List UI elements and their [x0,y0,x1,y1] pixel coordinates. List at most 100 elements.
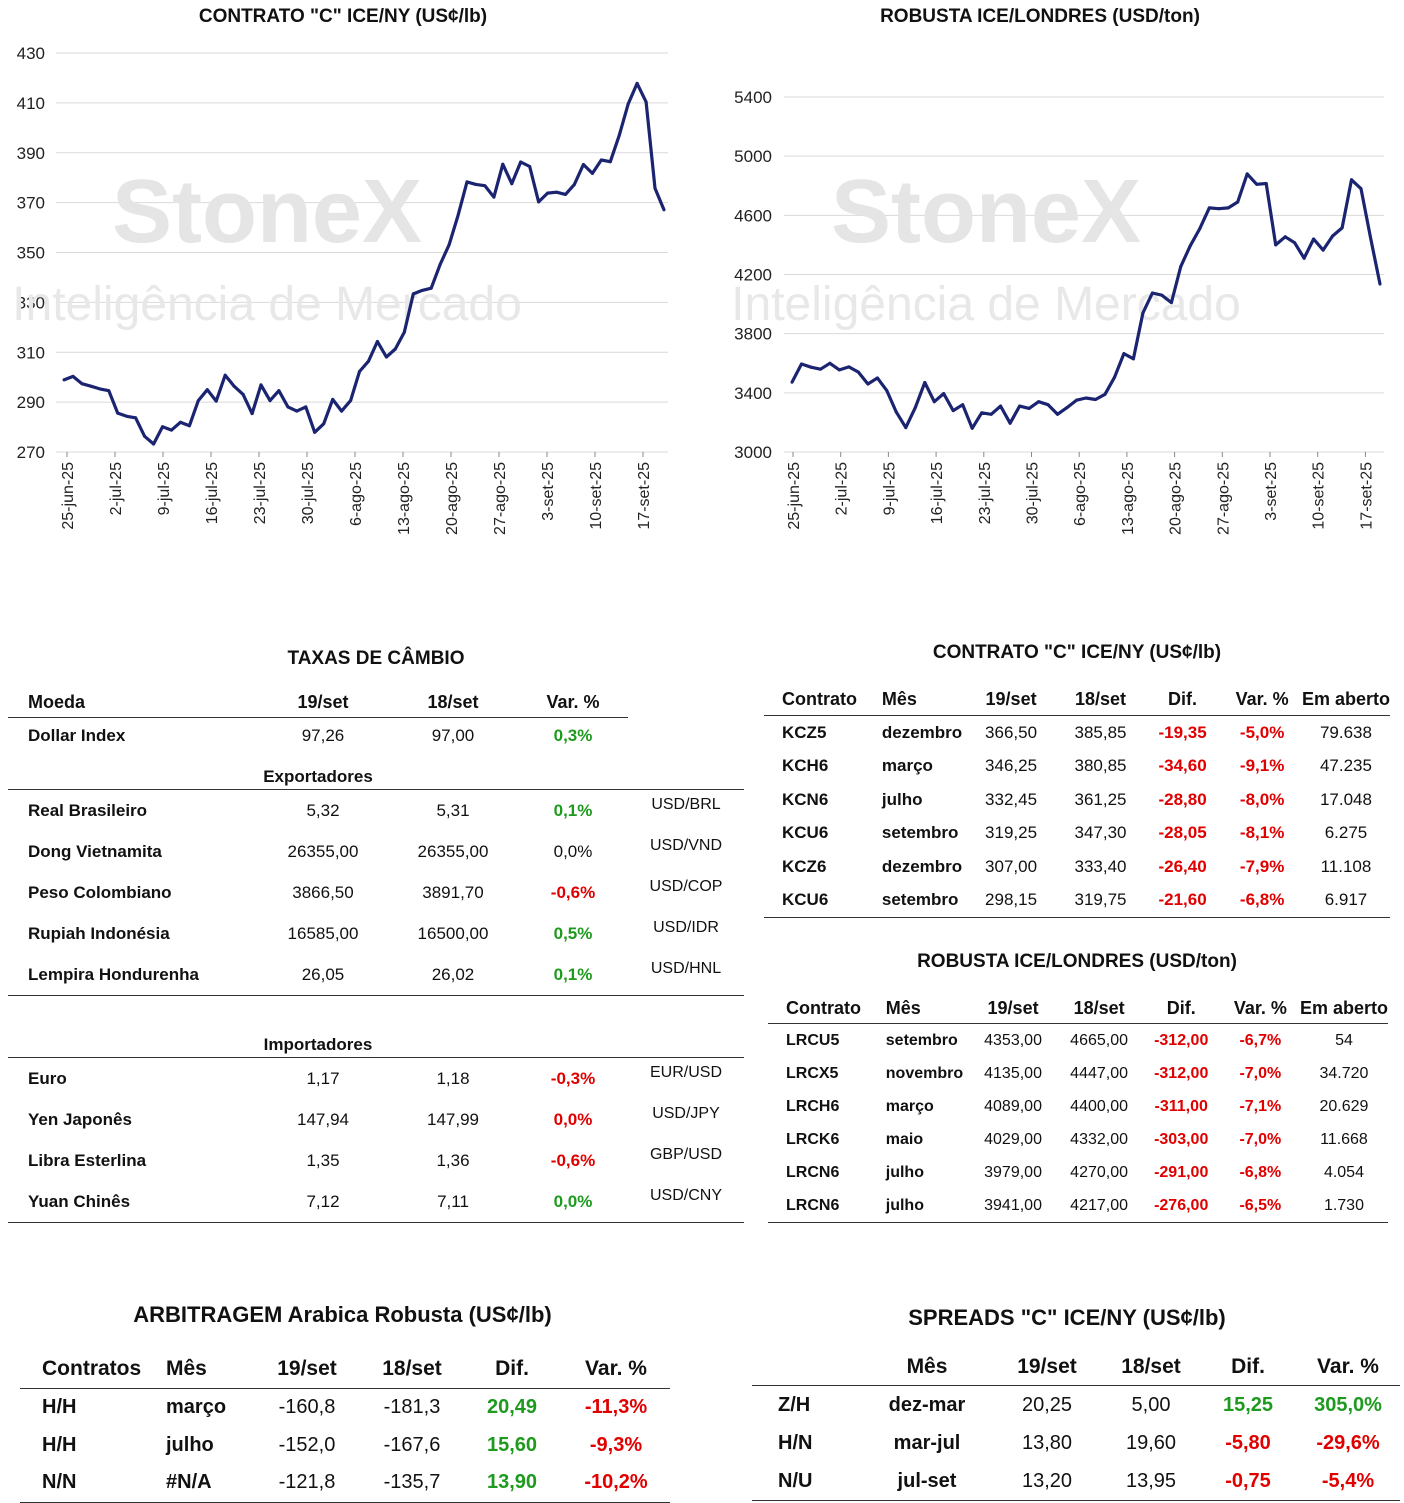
kc-header-0: Contrato [764,683,864,716]
rb-cell-c: LRCN6 [786,1163,840,1181]
data-point [375,340,379,343]
arb-cell-dif: 20,49 [486,1396,538,1419]
data-point [1198,227,1202,231]
rb-cell-m: julho [867,1189,970,1223]
kc-cell-var: -8,1% [1239,823,1285,843]
data-point [465,180,469,184]
arb-cell-m: julho [166,1433,214,1456]
data-point [1160,293,1164,297]
data-point [331,397,335,401]
fx-name: Yuan Chinês [8,1181,258,1223]
kc-cell-dif: -28,80 [1158,789,1207,809]
fx-var: 0,1% [553,800,593,820]
arb-header-0: Contratos [20,1350,142,1389]
data-point [304,405,308,409]
y-tick-label: 3800 [734,325,772,344]
arb-cell-dif: 15,60 [486,1433,538,1456]
fx-name: Real Brasileiro [28,800,148,820]
data-point [989,412,993,416]
x-tick-label: 6-ago-25 [348,462,365,526]
fx-var: -0,3% [550,1068,596,1088]
data-point [572,182,576,186]
kc-cell-v18: 380,85 [1074,756,1127,776]
rb-cell-v19: 4353,00 [984,1031,1042,1049]
arb-header-3: 18/set [362,1350,462,1389]
data-point [178,420,182,424]
kc-cell-oi: 6.917 [1301,883,1390,918]
spreads-header-4: Dif. [1200,1348,1296,1386]
data-point [393,347,397,351]
data-point [1018,404,1022,408]
data-point [1075,398,1078,402]
spreads-row: H/N mar-jul 13,80 19,60 -5,80 -29,6% [752,1424,1400,1462]
rb-cell-v19: 4135,00 [984,1064,1042,1082]
spreads-cell-v18: 5,00 [1131,1393,1171,1416]
y-tick-label: 4600 [734,206,772,225]
data-point [564,192,567,196]
fx-table: Moeda 19/set 18/set Var. % Dollar Index … [8,687,744,1223]
y-tick-label: 310 [17,343,45,362]
x-tick-label: 2-jul-25 [834,462,851,515]
rb-row: LRCK6 maio 4029,00 4332,00 -303,00 -7,0% 11.66… [768,1123,1388,1156]
rb-cell-v18: 4332,00 [1070,1130,1129,1148]
data-point [1283,235,1287,239]
fx-row: Lempira Hondurenha 26,05 26,02 0,1% USD/HNL [8,954,744,996]
fx-header-var: Var. % [518,687,628,718]
kc-cell-m: setembro [881,823,959,843]
data-point [942,392,946,396]
rb-cell-var: -6,7% [1239,1031,1282,1049]
fx-header-currency: Moeda [8,687,258,718]
spreads-cell-var: -5,4% [1296,1462,1400,1501]
x-tick-label: 30-jul-25 [300,462,317,524]
rb-cell-m: novembro [885,1064,964,1082]
fx-name: Peso Colombiano [28,882,172,902]
fx-table-title: TAXAS DE CÂMBIO [287,648,465,669]
arb-row: H/H março -160,8 -181,3 20,49 -11,3% [20,1389,670,1427]
spreads-cell-m: mar-jul [893,1431,961,1454]
fx-var: -0,6% [550,1150,596,1170]
data-point [913,406,917,410]
kc-header-6: Em aberto [1301,683,1390,716]
data-point [340,409,344,413]
arb-cell-dif: 13,90 [462,1464,562,1503]
y-tick-label: 3000 [734,443,772,462]
kc-cell-v19: 307,00 [985,856,1038,876]
data-point [828,361,832,365]
fx-value-19set: 7,12 [258,1181,388,1223]
kc-row: KCZ6 dezembro 307,00 333,40 -26,40 -7,9% 11.10… [764,850,1390,884]
kc-header-1: Mês [863,683,964,716]
rb-cell-dif: -312,00 [1154,1064,1209,1082]
y-tick-label: 5000 [734,147,772,166]
spreads-cell-m: jul-set [862,1462,992,1501]
rb-cell-c: LRCX5 [786,1064,839,1082]
data-point [1141,311,1145,315]
kc-row: KCH6 março 346,25 380,85 -34,60 -9,1% 47.235 [764,750,1390,784]
rb-cell-var: -7,0% [1239,1064,1282,1082]
fx-pair: USD/BRL [651,796,721,813]
data-point [474,182,478,186]
spreads-cell-c: N/U [752,1462,862,1501]
kc-cell-oi: 47.235 [1319,756,1372,776]
data-point [232,384,236,388]
data-point [1103,392,1107,396]
spreads-header-3: 18/set [1102,1348,1200,1386]
rb-header-3: 18/set [1056,993,1142,1024]
data-point [116,411,120,415]
data-point [894,410,898,414]
arb-cell-v19: -152,0 [278,1433,336,1456]
data-point [98,387,102,391]
x-tick-label: 25-jun-25 [786,462,803,530]
data-point [1350,178,1353,182]
arb-cell-var: -10,2% [562,1464,670,1503]
rb-cell-var: -6,5% [1220,1189,1300,1223]
rb-cell-v18: 4217,00 [1056,1189,1142,1223]
x-tick-label: 17-set-25 [1358,462,1375,530]
robusta-table-title: ROBUSTA ICE/LONDRES (USD/ton) [917,951,1237,972]
rb-cell-v19: 4029,00 [984,1130,1042,1148]
rb-row: LRCX5 novembro 4135,00 4447,00 -312,00 -7,0% 3… [768,1057,1388,1090]
spreads-cell-v19: 13,80 [1021,1431,1073,1454]
fx-section-label: Exportadores [8,753,628,790]
fx-value-18set: 5,31 [436,800,470,820]
data-point [402,330,406,334]
x-tick-label: 25-jun-25 [60,462,77,530]
